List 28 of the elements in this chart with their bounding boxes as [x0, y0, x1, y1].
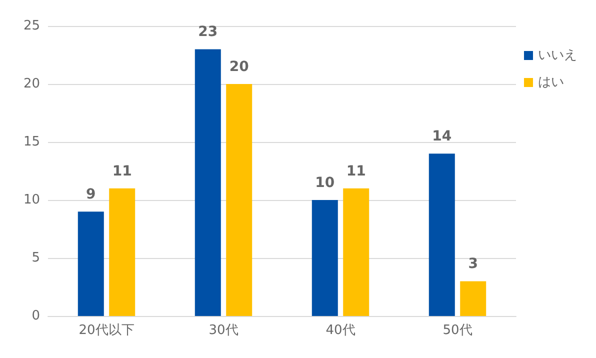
y-tick-label: 15 [23, 134, 40, 150]
bar [460, 281, 486, 316]
data-label: 9 [86, 186, 96, 203]
x-tick-label: 20代以下 [78, 323, 134, 338]
data-label: 11 [112, 163, 132, 180]
data-label: 10 [315, 175, 335, 191]
bar [78, 212, 104, 316]
bar [194, 49, 221, 316]
x-tick-label: 40代 [326, 323, 356, 338]
y-tick-label: 0 [32, 308, 40, 324]
x-tick-label: 30代 [208, 323, 238, 338]
y-tick-label: 10 [23, 192, 40, 208]
data-label: 23 [198, 24, 218, 40]
data-label: 3 [468, 256, 478, 272]
bar [312, 200, 338, 316]
y-tick-label: 5 [32, 250, 40, 266]
bar [109, 188, 136, 316]
bar [428, 154, 455, 316]
data-label: 11 [346, 163, 366, 180]
y-tick-label: 20 [23, 76, 40, 92]
y-tick-label: 25 [23, 18, 40, 34]
bar [226, 84, 252, 316]
legend-label: いいえ [538, 48, 577, 63]
legend-label: はい [538, 75, 564, 90]
x-tick-label: 50代 [442, 323, 472, 338]
bar [343, 188, 370, 316]
data-label: 20 [229, 59, 250, 75]
data-label: 14 [432, 128, 452, 145]
